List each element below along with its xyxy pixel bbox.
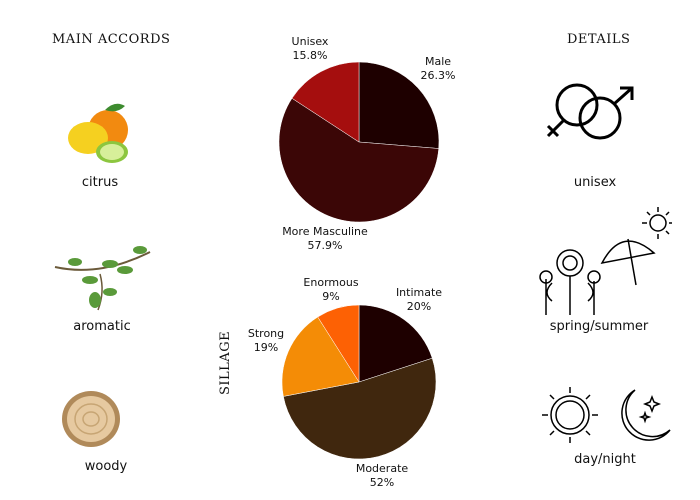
pie0-label-unisex: Unisex 15.8% <box>292 35 329 63</box>
details-title: DETAILS <box>567 32 631 47</box>
pie0-label-male: Male 26.3% <box>421 55 456 83</box>
pie0-label-unisex-name: Unisex <box>291 35 329 48</box>
pie1-label-enormous-name: Enormous <box>303 276 359 289</box>
pie0-label-more-masculine: More Masculine 57.9% <box>282 225 368 253</box>
pie1-label-intimate: Intimate 20% <box>396 286 442 314</box>
pie1-label-strong-value: 19% <box>253 341 279 354</box>
sun-moon-icon <box>542 387 671 443</box>
pie0-label-more-masculine-name: More Masculine <box>282 225 368 238</box>
pie0-label-male-name: Male <box>424 55 452 68</box>
pie0-label-unisex-value: 15.8% <box>292 49 328 62</box>
pie-slice-more-masculine <box>278 97 440 223</box>
pie0-label-more-masculine-value: 57.9% <box>307 239 343 252</box>
pie1-label-intimate-value: 20% <box>406 300 432 313</box>
pie1-label-strong-name: Strong <box>247 327 285 340</box>
gender-symbols-icon <box>546 83 634 140</box>
pie1-label-strong: Strong 19% <box>248 327 284 355</box>
pie-slice-intimate <box>358 304 433 383</box>
accord-citrus-label: citrus <box>81 175 119 190</box>
detail-unisex-label: unisex <box>573 175 617 190</box>
pie-slice-male <box>358 61 440 149</box>
sillage-title: SILLAGE <box>218 330 233 395</box>
pie1-label-moderate: Moderate 52% <box>356 462 408 490</box>
citrus-fruit-icon <box>68 103 128 163</box>
pie1-label-enormous-value: 9% <box>322 290 340 303</box>
pie-slice-enormous <box>317 304 360 383</box>
pie1-label-enormous: Enormous 9% <box>303 276 358 304</box>
accord-aromatic-label: aromatic <box>73 319 131 334</box>
pie-slice-moderate <box>283 357 437 460</box>
herb-sprig-icon <box>54 246 151 311</box>
detail-season-label: spring/summer <box>549 319 649 334</box>
pie1-label-moderate-name: Moderate <box>355 462 409 475</box>
main-accords-title: MAIN ACCORDS <box>52 32 171 47</box>
pie1-label-intimate-name: Intimate <box>395 286 443 299</box>
accord-woody-label: woody <box>84 459 128 474</box>
pie0-label-male-value: 26.3% <box>420 69 456 82</box>
wood-slice-icon <box>62 391 120 447</box>
pie1-label-moderate-value: 52% <box>369 476 395 489</box>
flowers-umbrella-sun-icon <box>539 207 672 315</box>
pie-slice-strong <box>281 316 360 397</box>
detail-daynight-label: day/night <box>574 452 636 467</box>
pie-slice-unisex <box>291 61 360 143</box>
